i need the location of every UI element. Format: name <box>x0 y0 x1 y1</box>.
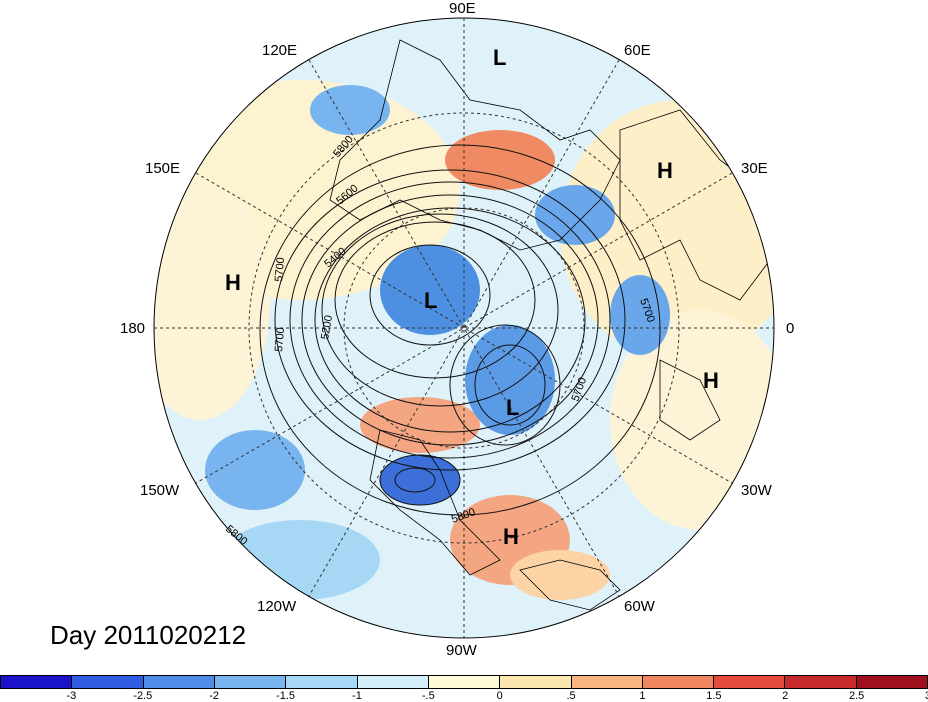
anomaly-cold-region <box>610 275 670 355</box>
colorbar-swatch <box>427 675 500 689</box>
colorbar-swatch <box>641 675 714 689</box>
lon-label-30e: 30E <box>741 160 768 177</box>
anomaly-cold-region <box>380 245 480 335</box>
colorbar-swatch <box>855 675 928 689</box>
colorbar-tick-label: 0 <box>496 690 503 702</box>
colorbar-tick-label: .5 <box>566 690 576 702</box>
lon-label-60w: 60W <box>624 598 655 615</box>
colorbar-tick-label: 1 <box>639 690 646 702</box>
anomaly-cold-region <box>380 455 460 505</box>
colorbar <box>0 675 928 689</box>
colorbar-tick-label: -1.5 <box>276 690 296 702</box>
contour-label: 5700 <box>273 257 287 282</box>
colorbar-swatch <box>0 675 72 689</box>
colorbar-swatch <box>285 675 357 689</box>
contour-label: 5700 <box>273 327 287 352</box>
colorbar-tick-label: -2.5 <box>133 690 153 702</box>
lon-label-90w: 90W <box>446 642 477 659</box>
anomaly-warm-region <box>154 180 270 420</box>
low-pressure-marker: L <box>424 288 438 313</box>
colorbar-swatch <box>499 675 571 689</box>
low-pressure-marker: L <box>506 395 520 420</box>
high-pressure-marker: H <box>225 270 241 295</box>
lon-label-120w: 120W <box>257 598 297 615</box>
lon-label-120e: 120E <box>262 42 298 59</box>
anomaly-cold-region <box>310 85 390 135</box>
contour-label-group: 5800 5600 5400 5200 5700 5700 5700 5700 … <box>223 133 657 548</box>
lon-label-0: 0 <box>786 320 795 337</box>
colorbar-swatch <box>142 675 214 689</box>
anomaly-warm-region <box>360 397 480 453</box>
lon-label-150w: 150W <box>140 482 180 499</box>
colorbar-swatch <box>570 675 642 689</box>
high-pressure-marker: H <box>503 524 519 549</box>
longitude-lines <box>154 18 774 638</box>
colorbar-swatch <box>713 675 785 689</box>
high-pressure-marker: H <box>657 158 673 183</box>
colorbar-tick-label: 2 <box>782 690 789 702</box>
colorbar-tick-label: -1 <box>352 690 362 702</box>
polar-map: 5800 5600 5400 5200 5700 5700 5700 5700 … <box>153 17 775 639</box>
lon-label-90e: 90E <box>449 0 476 17</box>
anomaly-cold-region <box>205 430 305 510</box>
colorbar-swatch <box>356 675 428 689</box>
colorbar-swatch <box>71 675 143 689</box>
low-pressure-marker: L <box>493 45 507 70</box>
contour-label: 5200 <box>319 314 335 340</box>
map-boundary <box>153 17 775 639</box>
colorbar-tick-label: 1.5 <box>706 690 722 702</box>
high-pressure-marker: H <box>703 368 719 393</box>
colorbar-swatch <box>213 675 286 689</box>
anomaly-warm-region <box>510 550 610 600</box>
coastlines <box>329 39 771 611</box>
colorbar-tick-label: -.5 <box>421 690 435 702</box>
anomaly-cold-region <box>220 520 380 600</box>
colorbar-tick-label: 3 <box>925 690 928 702</box>
colorbar-tick-label: 2.5 <box>848 690 865 702</box>
anomaly-cold-region <box>465 325 555 435</box>
lon-label-150e: 150E <box>145 160 181 177</box>
colorbar-swatch <box>784 675 856 689</box>
colorbar-tick-label: -3 <box>66 690 77 702</box>
lon-label-30w: 30W <box>741 482 772 499</box>
lon-label-180: 180 <box>120 320 146 337</box>
lon-label-60e: 60E <box>624 42 651 59</box>
map-title: Day 2011020212 <box>50 620 247 650</box>
colorbar-tick-label: -2 <box>209 690 220 702</box>
